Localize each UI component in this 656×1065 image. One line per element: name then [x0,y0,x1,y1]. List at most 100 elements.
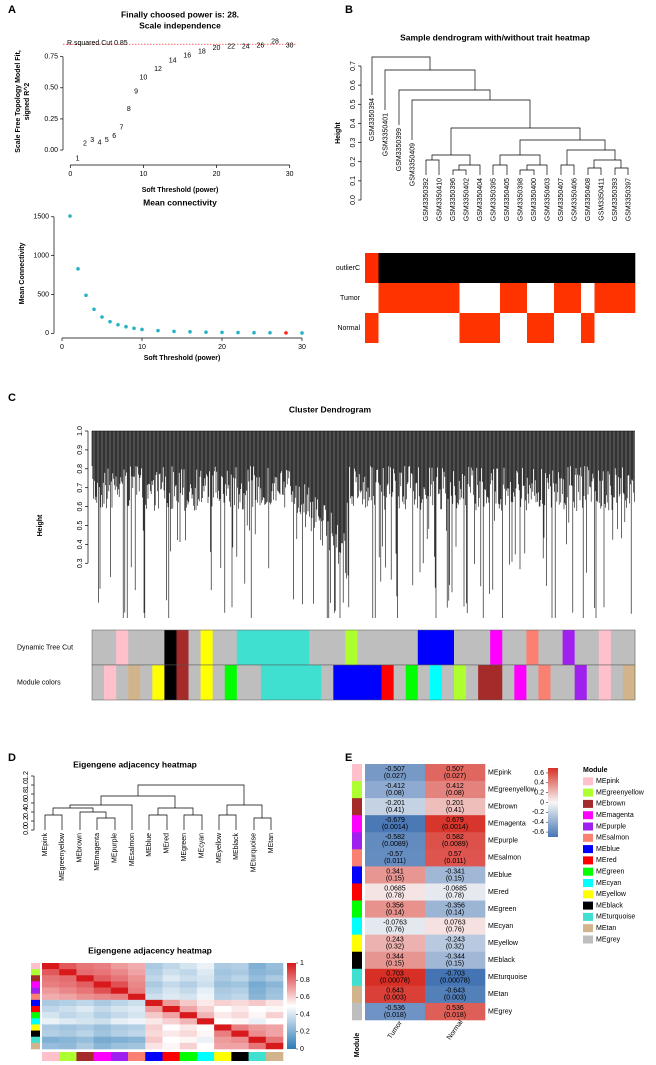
trait-cell [486,283,501,313]
heatmap-cell [214,1006,232,1013]
point-label: 3 [90,137,94,144]
chart-title: Eigengene adjacency heatmap [73,759,197,769]
y-tick-label: 0.3 [77,558,84,568]
legend-swatch [583,935,593,944]
heatmap-cell [179,1006,198,1013]
y-tick-label: 0.5 [77,521,84,531]
cell-pvalue: (0.011) [444,858,466,865]
cell-value: -0.679 [385,817,405,824]
cell-value: -0.341 [445,868,465,875]
module-color-cell [164,630,177,665]
cell-value: -0.0685 [443,885,467,892]
trait-cell [527,283,541,313]
colorbar-tick-label: 0.4 [534,780,544,787]
heatmap-cell [162,1006,181,1013]
heatmap-cell [162,981,181,988]
legend-label: MEturquoise [596,914,635,921]
colorbar [548,768,558,837]
heatmap-cell [214,1018,232,1025]
heatmap-cell [248,987,267,995]
trait-label: Normal [337,325,360,332]
heatmap-cell [128,981,146,988]
heatmap-cell [110,1036,129,1044]
module-color-cell [574,665,588,700]
module-color-cell [393,665,407,700]
heatmap-cell [76,981,94,988]
heatmap-cell [145,1042,163,1050]
column-color [42,1052,60,1061]
cell-pvalue: (0.41) [446,807,464,814]
module-color-cell [260,630,274,665]
module-color-cell [200,630,213,665]
heatmap-cell [76,999,94,1007]
trait-cell [513,253,528,283]
module-color-cell [393,630,407,665]
heatmap-cell [179,963,198,970]
leaf-label: GSM3350399 [396,128,403,171]
heatmap-cell [365,883,426,901]
heatmap-cell [365,951,426,970]
heatmap-cell [248,969,267,976]
point-label: 6 [112,133,116,140]
module-color-cell [357,630,370,665]
row-color [31,987,40,995]
heatmap-cell [162,969,181,976]
legend-swatch [583,901,593,910]
point-label: 1 [76,156,80,163]
row-label: MEblack [488,957,515,964]
module-color-cell [297,665,310,700]
heatmap-cell [214,1024,232,1031]
heatmap-cell [42,963,60,970]
trait-cell [365,253,379,283]
heatmap-cell [425,764,486,782]
leaf-label: GSM3350394 [369,98,376,141]
column-color [128,1052,146,1061]
column-color [59,1052,77,1061]
module-color-cell [236,665,250,700]
heatmap-cell [93,1042,112,1050]
heatmap-cell [93,963,112,970]
heatmap-cell [59,1024,77,1031]
row-color [31,1042,40,1050]
heatmap-cell [365,832,426,850]
y-tick-label: 0.6 [23,798,30,808]
row-label: MEblue [488,872,512,879]
heatmap-cell [265,987,284,995]
module-color-cell [212,630,226,665]
heatmap-cell [76,969,94,976]
colorbar-tick-label: 0.4 [300,1011,310,1018]
point [132,326,136,331]
module-color-cell [128,630,141,665]
heatmap-cell [214,1030,232,1038]
legend-swatch [583,822,593,831]
module-color-cell [502,630,515,665]
leaf-label: MEcyan [198,833,205,858]
y-tick-label: 0.9 [77,445,84,455]
y-axis-label: Scale Free Topology Model Fit, [15,50,22,153]
module-color-cell [140,665,153,700]
heatmap-cell [214,1012,232,1019]
point-label: 14 [169,57,177,64]
heatmap-cell [425,849,486,867]
heatmap-cell [231,981,249,988]
legend-swatch [583,788,593,797]
module-color-cell [104,630,117,665]
heatmap-cell [231,975,249,982]
y-tick-label: 0.6 [350,80,357,90]
cell-value: 0.243 [386,937,404,944]
cell-value: 0.57 [448,851,462,858]
heatmap-cell [179,1042,198,1050]
leaf-label: MEgreen [181,833,188,862]
module-color-cell [526,665,539,700]
trait-cell [567,283,582,313]
reference-label: R squared Cut 0.85 [67,40,128,47]
panel-label: C [8,392,16,404]
trait-cell [473,253,487,283]
module-color-cell [598,665,612,700]
leaf-label: GSM3350395 [490,178,497,221]
y-axis-label: Height [335,121,342,143]
heatmap-cell [425,968,486,987]
cell-pvalue: (0.15) [446,961,464,968]
point-label: 7 [120,124,124,131]
module-color-cell [212,665,226,700]
